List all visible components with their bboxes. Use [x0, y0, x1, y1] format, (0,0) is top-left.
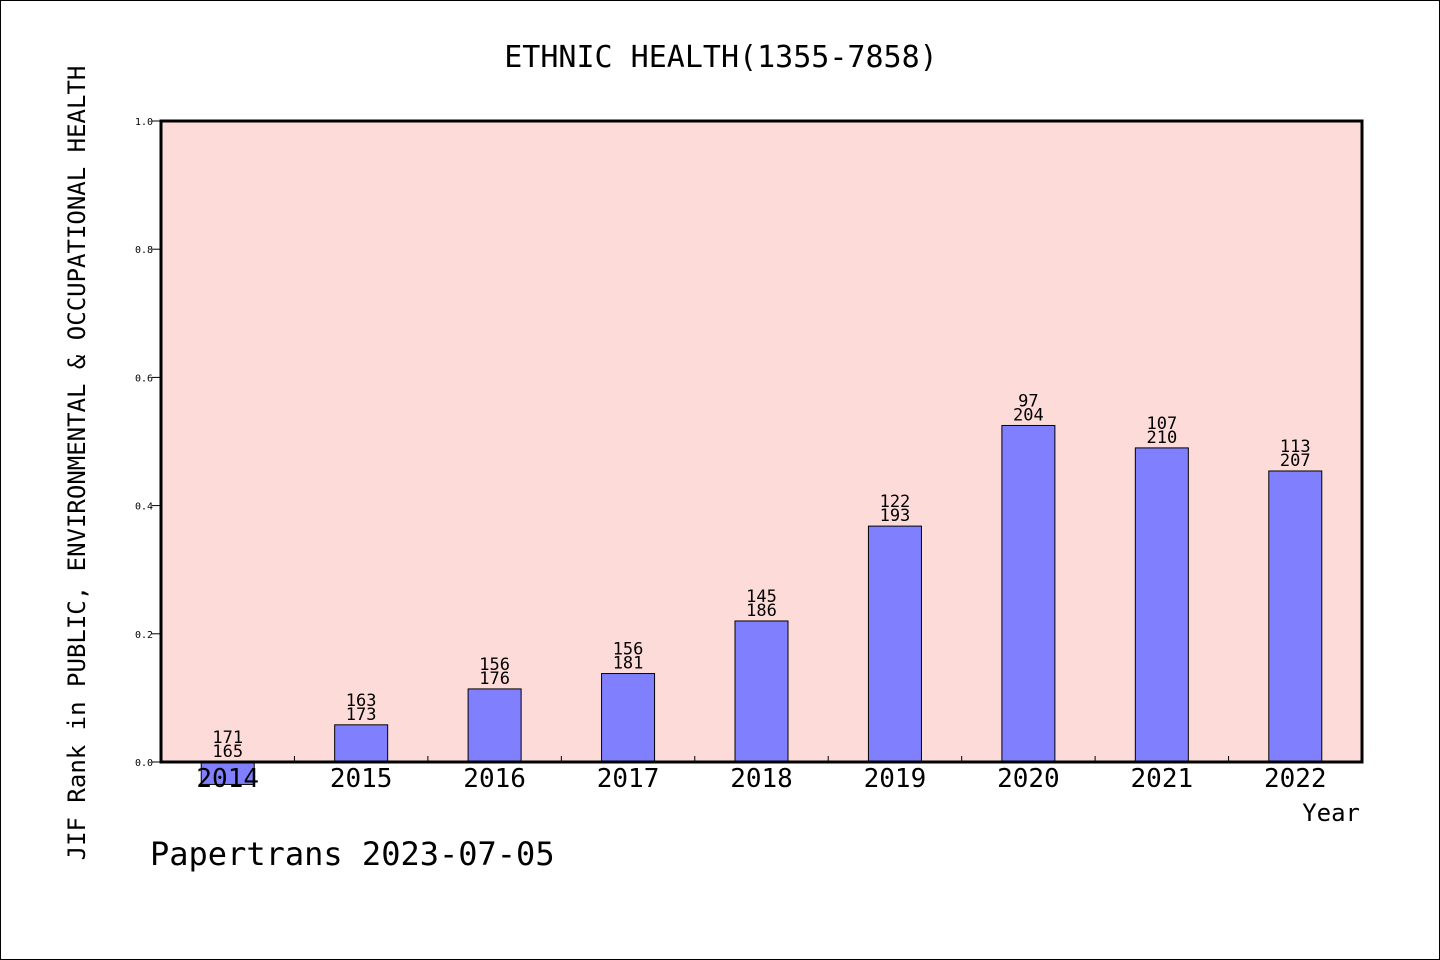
- plot-frame: [159, 119, 1364, 764]
- chart-title: ETHNIC HEALTH(1355-7858): [504, 40, 937, 75]
- bar-2021: [1134, 447, 1189, 763]
- x-tick-label: 2015: [330, 764, 393, 794]
- data-label-rank: 163: [346, 691, 377, 711]
- y-tick-label: 0.8: [135, 245, 153, 256]
- data-label-total: 204: [1013, 405, 1044, 425]
- data-label-rank: 107: [1146, 414, 1177, 434]
- data-label-rank: 97: [1018, 391, 1038, 411]
- data-label-total: 173: [346, 705, 377, 725]
- data-label-total: 210: [1146, 428, 1177, 448]
- data-label-total: 193: [880, 506, 911, 526]
- data-label-rank: 171: [212, 728, 243, 748]
- x-axis-label: Year: [1302, 799, 1360, 827]
- x-tick-label: 2021: [1131, 764, 1194, 794]
- bar-2018: [734, 620, 789, 763]
- x-tick-label: 2017: [597, 764, 660, 794]
- data-label-total: 207: [1280, 451, 1311, 471]
- bar-2020: [1001, 424, 1056, 763]
- bar-2016: [467, 688, 522, 763]
- y-tick-label: 0.2: [135, 630, 153, 641]
- x-tick-label: 2018: [730, 764, 793, 794]
- x-tick-label: 2019: [864, 764, 927, 794]
- y-axis-label: JIF Rank in PUBLIC, ENVIRONMENTAL & OCCU…: [63, 66, 91, 861]
- x-tick-label: 2022: [1264, 764, 1327, 794]
- y-tick-label: 0.4: [135, 502, 153, 513]
- bar-2019: [867, 525, 922, 763]
- data-label-rank: 145: [746, 587, 777, 607]
- x-tick-label: 2020: [997, 764, 1060, 794]
- x-tick-label: 2016: [463, 764, 526, 794]
- data-label-total: 181: [613, 654, 644, 674]
- data-label-rank: 156: [479, 655, 510, 675]
- data-label-rank: 156: [613, 640, 644, 660]
- bar-2015: [334, 724, 389, 763]
- data-label-rank: 113: [1280, 437, 1311, 457]
- bar-2017: [601, 673, 656, 763]
- y-tick-label: 1.0: [135, 117, 153, 128]
- bar-2022: [1268, 470, 1323, 763]
- data-label-rank: 122: [880, 492, 911, 512]
- x-tick-label: 2014: [196, 764, 259, 794]
- data-label-total: 186: [746, 601, 777, 621]
- y-tick-label: 0.0: [135, 758, 153, 769]
- footer-credit: Papertrans 2023-07-05: [150, 835, 555, 873]
- y-tick-label: 0.6: [135, 373, 153, 384]
- data-label-total: 176: [479, 669, 510, 689]
- data-label-total: 165: [212, 742, 243, 762]
